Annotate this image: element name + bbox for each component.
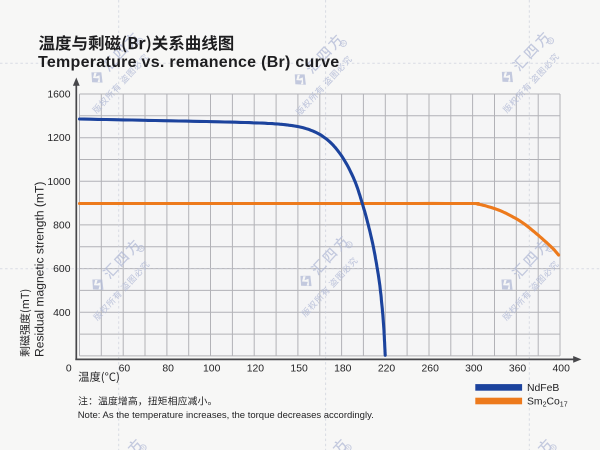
svg-text:1000: 1000 <box>47 177 70 188</box>
svg-text:400: 400 <box>553 364 571 375</box>
svg-text:180: 180 <box>334 364 352 375</box>
svg-text:R: R <box>140 445 147 450</box>
svg-text:260: 260 <box>422 364 440 375</box>
svg-text:Sm2Co17: Sm2Co17 <box>527 397 568 409</box>
svg-text:100: 100 <box>203 364 221 375</box>
svg-text:R: R <box>341 40 348 47</box>
svg-text:R: R <box>345 445 352 450</box>
svg-text:R: R <box>547 245 554 252</box>
svg-text:220: 220 <box>378 364 396 375</box>
svg-text:R: R <box>550 445 557 450</box>
svg-text:360: 360 <box>509 364 527 375</box>
svg-text:R: R <box>548 38 555 45</box>
svg-text:800: 800 <box>53 221 71 232</box>
svg-text:60: 60 <box>119 364 131 375</box>
svg-text:R: R <box>346 242 353 249</box>
svg-text:Note: As the temperature incre: Note: As the temperature increases, the … <box>78 410 374 421</box>
svg-text:120: 120 <box>247 364 265 375</box>
svg-text:R: R <box>138 245 145 252</box>
svg-text:0: 0 <box>66 364 72 375</box>
svg-text:Residual magnetic strength (mT: Residual magnetic strength (mT) <box>33 182 47 357</box>
svg-text:600: 600 <box>53 264 71 275</box>
svg-text:300: 300 <box>465 364 483 375</box>
svg-text:1200: 1200 <box>47 133 70 144</box>
svg-text:80: 80 <box>162 364 174 375</box>
svg-text:150: 150 <box>290 364 308 375</box>
svg-text:Temperature vs. remanence (Br): Temperature vs. remanence (Br) curve <box>38 54 339 71</box>
svg-text:400: 400 <box>53 308 71 319</box>
svg-text:1600: 1600 <box>47 90 70 101</box>
svg-text:NdFeB: NdFeB <box>527 383 559 394</box>
